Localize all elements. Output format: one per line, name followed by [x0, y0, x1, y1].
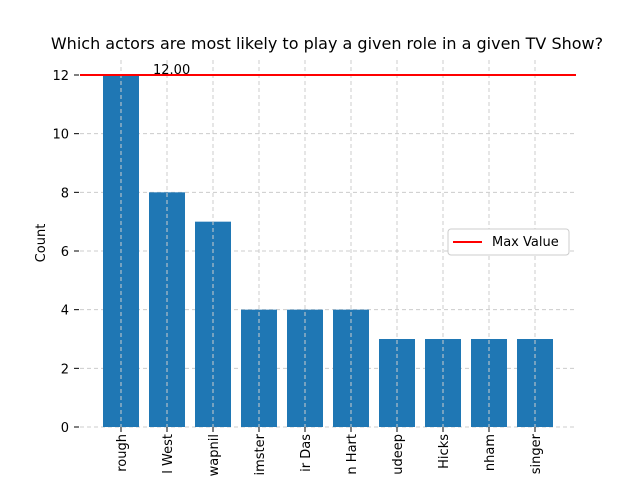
- x-tick-label: n Hart: [345, 434, 360, 475]
- legend: Max Value: [447, 228, 570, 256]
- x-axis: rough l West wapnil imster ir Das n Hart udeep…: [115, 427, 544, 476]
- legend-box: [447, 228, 570, 256]
- y-tick-label: 8: [61, 186, 69, 201]
- y-axis-label: Count: [34, 224, 49, 263]
- y-tick-label: 0: [61, 421, 69, 436]
- x-tick-label: udeep: [391, 434, 406, 475]
- x-tick-label: l West: [161, 434, 176, 474]
- y-tick-label: 12: [52, 69, 69, 84]
- x-tick-label: imster: [253, 433, 268, 475]
- x-tick-label: ir Das: [299, 434, 314, 472]
- y-tick-label: 4: [61, 304, 69, 319]
- max-value-annotation: 12.00: [153, 63, 190, 78]
- y-tick-label: 10: [52, 128, 69, 143]
- chart-title: Which actors are most likely to play a g…: [51, 34, 603, 53]
- y-tick-label: 2: [61, 362, 69, 377]
- x-tick-label: rough: [115, 434, 130, 472]
- x-tick-label: singer: [529, 433, 544, 474]
- y-tick-label: 6: [61, 245, 69, 260]
- x-tick-label: wapnil: [207, 434, 222, 476]
- legend-entry: Max Value: [492, 235, 559, 250]
- y-axis: 0 2 4 6 8 10 12: [52, 69, 79, 436]
- x-tick-label: nham: [483, 434, 498, 471]
- x-tick-label: Hicks: [437, 434, 452, 469]
